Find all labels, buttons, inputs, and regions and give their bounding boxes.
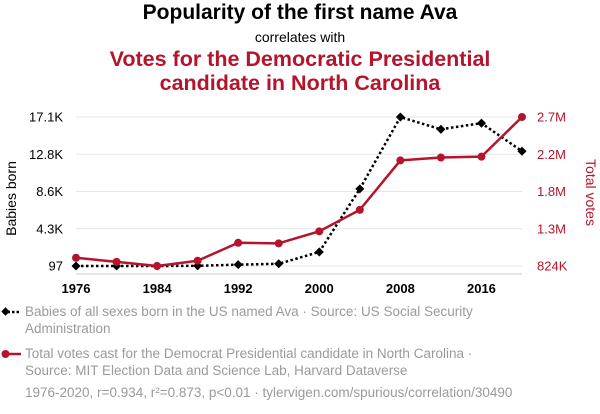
right-tick-label: 2.2M xyxy=(537,147,566,162)
legend-votes-line2: Source: MIT Election Data and Science La… xyxy=(25,363,408,378)
series-line-votes xyxy=(75,116,523,268)
right-tick-label: 824K xyxy=(537,259,568,274)
data-point-babies xyxy=(395,112,405,122)
data-point-votes xyxy=(153,262,162,270)
legend-babies-line1: Babies of all sexes born in the US named… xyxy=(25,304,473,319)
left-tick-label: 8.6K xyxy=(36,184,63,199)
data-point-votes xyxy=(355,205,364,214)
data-point-babies xyxy=(314,247,324,257)
data-point-babies xyxy=(476,118,486,128)
left-tick-label: 4.3K xyxy=(36,221,63,236)
left-tick-label: 12.8K xyxy=(29,147,63,162)
x-tick-label: 2008 xyxy=(386,281,415,296)
series-line-babies xyxy=(75,115,523,268)
legend-votes-line1: Total votes cast for the Democrat Presid… xyxy=(25,346,473,361)
legend-item-votes: Total votes cast for the Democrat Presid… xyxy=(25,345,472,379)
legend-babies-line2: Administration xyxy=(25,321,111,336)
data-point-babies xyxy=(71,261,81,271)
data-point-votes xyxy=(396,156,405,165)
footer-stats: 1976-2020, r=0.934, r²=0.873, p<0.01 · t… xyxy=(25,385,513,400)
data-point-votes xyxy=(436,153,445,162)
x-tick-label: 2000 xyxy=(305,281,334,296)
data-point-votes xyxy=(234,238,243,247)
data-point-babies xyxy=(233,260,243,270)
left-tick-label: 97 xyxy=(49,259,63,274)
data-point-votes xyxy=(112,257,121,266)
legend-marker-babies xyxy=(1,307,21,316)
data-point-babies xyxy=(355,184,365,194)
data-point-votes xyxy=(193,256,202,265)
data-point-votes xyxy=(274,239,283,248)
data-point-votes xyxy=(72,253,80,262)
x-tick-label: 1976 xyxy=(62,281,91,296)
right-tick-label: 1.3M xyxy=(537,221,566,236)
right-tick-label: 1.8M xyxy=(537,184,566,199)
chart-title-secondary: Votes for the Democratic Presidential ca… xyxy=(0,47,600,95)
legend-marker-votes xyxy=(1,350,21,358)
right-axis-label: Total votes xyxy=(583,159,599,226)
x-tick-label: 1984 xyxy=(143,281,173,296)
data-point-votes xyxy=(477,152,486,161)
chart-subtitle: correlates with xyxy=(254,29,346,45)
title2-line2: candidate in North Carolina xyxy=(159,71,441,95)
x-tick-label: 2016 xyxy=(467,281,496,296)
legend-item-babies: Babies of all sexes born in the US named… xyxy=(25,303,473,337)
data-point-votes xyxy=(315,227,324,236)
title2-line1: Votes for the Democratic Presidential xyxy=(109,47,491,71)
x-tick-label: 1992 xyxy=(224,281,253,296)
chart-title: Popularity of the first name Ava xyxy=(142,1,458,24)
data-point-babies xyxy=(274,259,284,269)
left-tick-label: 17.1K xyxy=(29,110,63,125)
right-tick-label: 2.7M xyxy=(537,110,566,125)
data-point-votes xyxy=(518,113,526,121)
data-point-babies xyxy=(436,124,446,134)
left-axis-label: Babies born xyxy=(3,161,19,236)
